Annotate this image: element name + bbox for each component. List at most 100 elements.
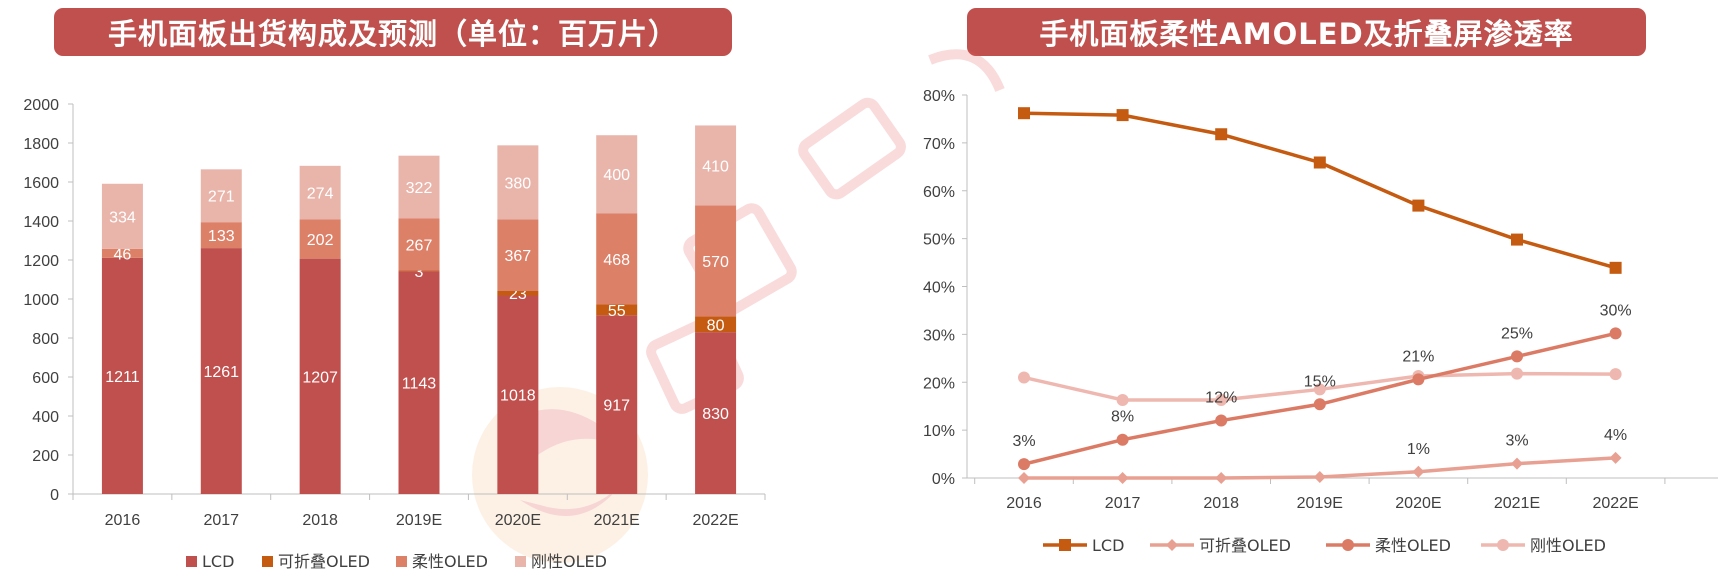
point-marker [1412, 199, 1425, 212]
bar-segment [299, 165, 341, 220]
x-tick-label: 2018 [1203, 495, 1239, 512]
point-marker [1313, 383, 1326, 396]
y-tick-label: 40% [923, 280, 955, 297]
data-label: 267 [406, 237, 433, 254]
legend-swatch [396, 556, 407, 567]
legend-item: 可折叠OLED [262, 552, 370, 571]
legend-label: 柔性OLED [1375, 536, 1451, 555]
point-marker [1511, 233, 1523, 246]
point-label: 1% [1407, 441, 1430, 458]
point-marker [1497, 539, 1509, 551]
y-tick-label: 10% [923, 423, 955, 440]
data-label: 380 [505, 175, 532, 192]
legend-item: 刚性OLED [1481, 536, 1606, 555]
bar-segment [695, 125, 737, 206]
point-marker [1215, 414, 1228, 427]
point-marker [1313, 471, 1326, 484]
data-label: 468 [603, 252, 630, 269]
point-marker [1609, 368, 1622, 381]
point-label: 25% [1501, 325, 1533, 342]
series-path [1023, 111, 1617, 270]
point-marker [1609, 327, 1622, 340]
point-label: 15% [1304, 373, 1336, 390]
legend-swatch [186, 556, 197, 567]
y-tick-label: 30% [923, 327, 955, 344]
legend-label: LCD [202, 552, 234, 571]
point-label: 12% [1205, 390, 1237, 407]
point-label: 4% [1604, 427, 1627, 444]
bar-segment [596, 213, 638, 305]
point-marker [1511, 367, 1523, 380]
point-marker [1511, 457, 1523, 470]
data-label: 334 [109, 209, 136, 226]
y-tick-label: 400 [32, 409, 59, 426]
legend-item: 柔性OLED [396, 552, 488, 571]
point-marker [1511, 350, 1523, 363]
legend-label: LCD [1092, 536, 1124, 555]
data-label: 830 [702, 406, 729, 423]
point-marker [1215, 128, 1228, 141]
bar-segment [299, 219, 341, 259]
point-marker [1215, 393, 1228, 406]
y-tick-label: 70% [923, 136, 955, 153]
legend-item: 刚性OLED [515, 552, 607, 571]
x-tick-label: 2016 [105, 512, 141, 529]
legend-label: 刚性OLED [1530, 536, 1606, 555]
y-tick-label: 800 [32, 331, 59, 348]
legend-item: 可折叠OLED [1150, 536, 1291, 555]
x-tick-label: 2016 [1006, 495, 1042, 512]
bar-segment [497, 291, 539, 296]
bar-segment [101, 248, 143, 258]
y-tick-label: 0% [932, 471, 955, 488]
line-chart: 0% 10% 20% 30% 40% 50% 60% 70% 80% 2016 2017 2018 20… [923, 88, 1718, 555]
bar-segment [596, 304, 638, 316]
point-label: 3% [1012, 433, 1035, 450]
left-chart-title: 手机面板出货构成及预测（单位：百万片） [54, 8, 732, 56]
data-label: 1207 [302, 369, 338, 386]
point-marker [1609, 451, 1622, 464]
point-marker [1116, 109, 1129, 122]
x-tick-label: 2021E [594, 512, 640, 529]
data-label: 202 [307, 232, 334, 249]
y-tick-label: 20% [923, 375, 955, 392]
data-label: 322 [406, 180, 433, 197]
data-label: 1018 [500, 388, 536, 405]
point-label: 8% [1111, 409, 1134, 426]
y-tick-label: 1800 [23, 136, 59, 153]
legend-label: 可折叠OLED [1199, 536, 1291, 555]
bar-segment [695, 205, 737, 317]
y-tick-label: 2000 [23, 97, 59, 114]
y-tick-label: 600 [32, 370, 59, 387]
point-marker [1313, 156, 1326, 169]
bar-segment [398, 270, 440, 272]
bar-segment [497, 145, 539, 220]
x-tick-label: 2018 [302, 512, 338, 529]
x-tick-label: 2019E [396, 512, 442, 529]
series-line [1018, 327, 1622, 471]
point-label: 21% [1402, 348, 1434, 365]
legend-item: LCD [1043, 536, 1124, 555]
data-label: 570 [702, 254, 729, 271]
point-marker [1018, 458, 1030, 471]
bar-segment [200, 222, 242, 249]
data-label: 55 [608, 303, 626, 320]
point-marker [1116, 433, 1129, 446]
point-label: 3% [1505, 433, 1528, 450]
bar-segment [200, 248, 242, 494]
legend-swatch [515, 556, 526, 567]
series-line [1018, 451, 1622, 484]
data-label: 80 [707, 317, 725, 334]
point-marker [1609, 261, 1622, 274]
x-tick-label: 2022E [1592, 495, 1638, 512]
right-chart-title: 手机面板柔性AMOLED及折叠屏渗透率 [967, 8, 1646, 56]
legend-item: LCD [186, 552, 234, 571]
bar-chart: 0 200 400 600 800 1000 1200 1400 1600 1800 2000 201… [23, 97, 766, 571]
bar-segment [200, 169, 242, 223]
legend-label: 柔性OLED [412, 552, 488, 571]
y-tick-label: 60% [923, 184, 955, 201]
bar-segment [497, 219, 539, 292]
point-label: 30% [1600, 302, 1632, 319]
bar-segment [695, 316, 737, 333]
point-marker [1342, 539, 1354, 551]
